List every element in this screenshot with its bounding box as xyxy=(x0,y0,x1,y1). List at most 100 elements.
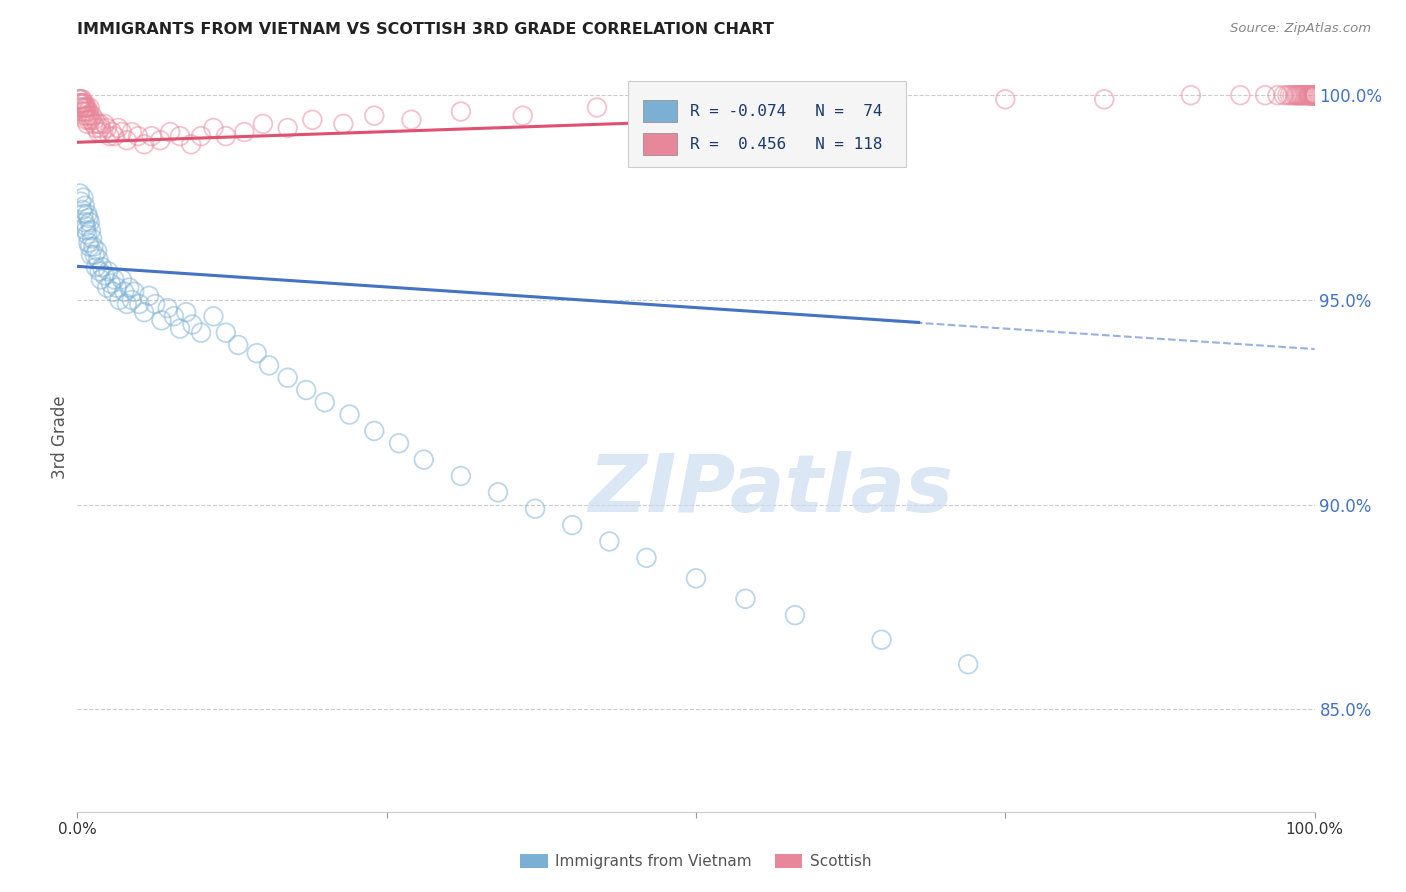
Point xyxy=(111,125,134,139)
Point xyxy=(91,260,114,275)
Point xyxy=(122,285,145,299)
Point xyxy=(72,202,94,217)
Legend: Immigrants from Vietnam, Scottish: Immigrants from Vietnam, Scottish xyxy=(515,848,877,875)
Point xyxy=(1301,88,1323,103)
Point xyxy=(169,321,191,335)
Point xyxy=(70,194,93,209)
Point xyxy=(72,92,94,106)
Point xyxy=(1288,88,1310,103)
Point xyxy=(486,485,509,500)
Point xyxy=(73,199,96,213)
Text: IMMIGRANTS FROM VIETNAM VS SCOTTISH 3RD GRADE CORRELATION CHART: IMMIGRANTS FROM VIETNAM VS SCOTTISH 3RD … xyxy=(77,22,775,37)
Point xyxy=(75,112,97,127)
Point xyxy=(1298,88,1320,103)
Point xyxy=(332,117,354,131)
Point xyxy=(190,129,212,144)
Point xyxy=(734,591,756,606)
Point xyxy=(121,293,143,307)
Point xyxy=(1303,88,1326,103)
Point xyxy=(77,112,100,127)
Point xyxy=(1303,88,1326,103)
Point xyxy=(70,96,93,111)
Point xyxy=(121,125,143,139)
Point xyxy=(79,240,101,254)
Point xyxy=(84,120,107,135)
Point xyxy=(363,109,385,123)
Point xyxy=(1281,88,1303,103)
Point xyxy=(772,100,794,114)
Point xyxy=(83,248,105,262)
Point xyxy=(1301,88,1323,103)
Point xyxy=(87,125,110,139)
Bar xyxy=(643,133,678,155)
Point xyxy=(1272,88,1295,103)
Point xyxy=(1303,88,1326,103)
Point xyxy=(277,120,299,135)
Point xyxy=(72,100,94,114)
Point xyxy=(70,92,93,106)
Point xyxy=(277,370,299,384)
Point xyxy=(388,436,411,450)
Point xyxy=(84,260,107,275)
Point xyxy=(79,100,101,114)
Point xyxy=(69,96,91,111)
Point xyxy=(561,518,583,533)
Point xyxy=(73,96,96,111)
Point xyxy=(1278,88,1301,103)
Point xyxy=(1303,88,1326,103)
Point xyxy=(77,235,100,250)
Point xyxy=(190,326,212,340)
Point xyxy=(295,383,318,397)
Point xyxy=(101,125,124,139)
Point xyxy=(1284,88,1306,103)
Point xyxy=(1286,88,1309,103)
Point xyxy=(672,104,695,119)
Point xyxy=(134,137,156,152)
Point xyxy=(1295,88,1317,103)
Point xyxy=(83,112,105,127)
Point xyxy=(75,100,97,114)
Point xyxy=(246,346,269,360)
Point xyxy=(1229,88,1251,103)
Point xyxy=(138,289,160,303)
Point xyxy=(870,96,893,111)
Point xyxy=(1285,88,1308,103)
Point xyxy=(150,313,173,327)
Point xyxy=(174,305,197,319)
Point xyxy=(202,310,225,324)
Point xyxy=(180,137,202,152)
Point xyxy=(1303,88,1326,103)
Point xyxy=(636,550,658,565)
Point xyxy=(89,117,111,131)
Point xyxy=(72,104,94,119)
Point xyxy=(100,277,122,291)
Point xyxy=(1303,88,1326,103)
Point xyxy=(783,608,806,623)
Point xyxy=(412,452,434,467)
Point xyxy=(156,301,179,315)
Point xyxy=(1303,88,1326,103)
Point xyxy=(163,310,186,324)
Point xyxy=(512,109,534,123)
Point xyxy=(1303,88,1326,103)
Point xyxy=(149,133,172,147)
Point xyxy=(1294,88,1316,103)
Point xyxy=(181,318,204,332)
Point xyxy=(69,100,91,114)
Point xyxy=(233,125,256,139)
Point xyxy=(1288,88,1310,103)
Point xyxy=(86,244,108,258)
Point xyxy=(994,92,1017,106)
Point xyxy=(97,264,120,278)
Point xyxy=(143,297,166,311)
Point xyxy=(112,285,135,299)
Point xyxy=(1289,88,1312,103)
Point xyxy=(401,112,423,127)
Point xyxy=(1303,88,1326,103)
Point xyxy=(98,129,121,144)
Point xyxy=(1303,88,1326,103)
Point xyxy=(80,248,103,262)
Point xyxy=(96,280,118,294)
Point xyxy=(77,211,100,225)
Point xyxy=(90,272,112,286)
